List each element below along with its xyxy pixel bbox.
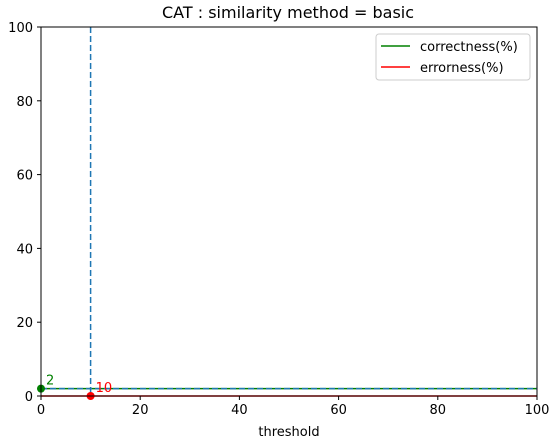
legend-label-0: correctness(%) [420, 40, 518, 55]
y-tick-label: 100 [8, 21, 33, 36]
legend-label-1: errorness(%) [420, 61, 504, 76]
y-tick-label: 20 [16, 316, 33, 331]
plot-frame [40, 26, 538, 397]
legend: correctness(%) errorness(%) [375, 33, 531, 81]
x-tick-label: 0 [37, 403, 45, 418]
y-tick-label: 40 [16, 242, 33, 257]
marker-label-1: 10 [96, 381, 113, 396]
x-axis-label: threshold [258, 425, 319, 439]
y-tick-label: 80 [16, 95, 33, 110]
marker-label-0: 2 [46, 374, 54, 389]
y-tick-label: 0 [25, 390, 33, 405]
x-tick-label: 40 [231, 403, 248, 418]
plot-area: 2 10 [37, 27, 537, 400]
x-tick-label: 80 [430, 403, 447, 418]
y-axis: 0 20 40 60 80 100 [8, 21, 41, 405]
x-axis: 0 20 40 60 80 100 [37, 396, 550, 418]
chart-title: CAT : similarity method = basic [162, 3, 414, 22]
x-tick-label: 20 [132, 403, 149, 418]
x-tick-label: 100 [525, 403, 550, 418]
legend-box [375, 33, 531, 81]
y-tick-label: 60 [16, 169, 33, 184]
x-tick-label: 60 [330, 403, 347, 418]
